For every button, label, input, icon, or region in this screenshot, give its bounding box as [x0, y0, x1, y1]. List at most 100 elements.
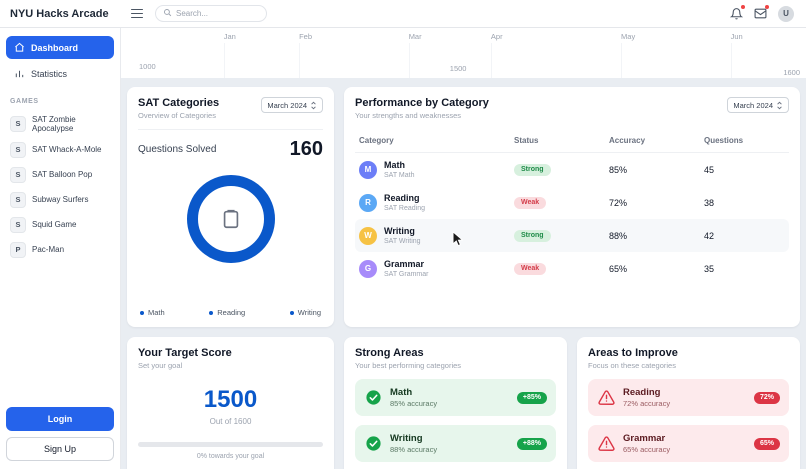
- performance-table: Category Status Accuracy Questions M Mat…: [355, 130, 789, 285]
- chevron-updown-icon: [311, 101, 316, 109]
- status-badge: Strong: [514, 163, 551, 176]
- questions-solved-value: 160: [289, 138, 323, 160]
- chevron-updown-icon: [777, 101, 782, 109]
- target-progress-bar: [138, 442, 323, 447]
- sidebar-item-squid-game[interactable]: S Squid Game: [6, 212, 114, 237]
- table-row: G Grammar SAT Grammar Weak 65% 35: [355, 252, 789, 285]
- period-select[interactable]: March 2024: [261, 97, 323, 113]
- game-label: SAT Balloon Pop: [32, 170, 93, 179]
- sidebar-item-dashboard[interactable]: Dashboard: [6, 36, 114, 59]
- card-title: Your Target Score: [138, 347, 232, 359]
- notifications-button[interactable]: [729, 5, 745, 20]
- axis-tick: Jan: [223, 32, 236, 41]
- sidebar-item-sat-balloon-pop[interactable]: S SAT Balloon Pop: [6, 162, 114, 187]
- home-icon: [15, 42, 24, 52]
- signup-button[interactable]: Sign Up: [6, 437, 114, 461]
- game-label: Pac-Man: [32, 245, 65, 254]
- main-content: Jan Feb Mar Apr May Jun 1000 1500 1600 S…: [121, 28, 806, 469]
- table-row: M Math SAT Math Strong 85% 45: [355, 153, 789, 186]
- accuracy-badge: +88%: [516, 437, 547, 450]
- column-header: Category: [359, 136, 394, 145]
- axis-tick: May: [621, 32, 636, 41]
- improve-areas-card: Areas to Improve Focus on these categori…: [577, 337, 800, 469]
- sidebar-item-pac-man[interactable]: P Pac-Man: [6, 237, 114, 262]
- login-button[interactable]: Login: [6, 407, 114, 431]
- axis-tick: Jun: [730, 32, 743, 41]
- column-header: Questions: [704, 136, 744, 145]
- performance-card: Performance by Category Your strengths a…: [344, 87, 800, 327]
- chart-value: 1500: [449, 64, 467, 73]
- sidebar-item-statistics[interactable]: Statistics: [6, 62, 114, 85]
- donut-legend: Math Reading Writing: [138, 308, 323, 317]
- card-title: Areas to Improve: [588, 347, 678, 359]
- score-chart-partial: Jan Feb Mar Apr May Jun 1000 1500 1600: [121, 28, 806, 78]
- sidebar-item-sat-zombie-apocalypse[interactable]: S SAT Zombie Apocalypse: [6, 110, 114, 137]
- topbar: NYU Hacks Arcade U: [0, 0, 806, 28]
- status-badge: Strong: [514, 229, 551, 242]
- status-badge: Weak: [514, 196, 547, 209]
- axis-tick: Feb: [299, 32, 313, 41]
- category-avatar: W: [359, 226, 377, 245]
- improve-area-item: Grammar 65% accuracy 65%: [588, 425, 789, 462]
- legend-item: Writing: [289, 308, 321, 317]
- accuracy-badge: 72%: [753, 391, 780, 404]
- card-subtitle: Set your goal: [138, 361, 183, 370]
- search-icon: [163, 8, 172, 20]
- game-tile-icon: S: [10, 216, 26, 233]
- app-title: NYU Hacks Arcade: [10, 7, 109, 20]
- accuracy-badge: 65%: [753, 437, 780, 450]
- sidebar-item-subway-surfers[interactable]: S Subway Surfers: [6, 187, 114, 212]
- strong-area-item: Math 85% accuracy +85%: [355, 379, 556, 416]
- target-progress-caption: 0% towards your goal: [196, 453, 265, 460]
- chart-value: 1600: [783, 68, 800, 77]
- game-tile-icon: S: [10, 115, 26, 132]
- card-subtitle: Focus on these categories: [588, 361, 676, 370]
- target-score-value: 1500: [203, 386, 258, 413]
- axis-tick: Mar: [408, 32, 422, 41]
- axis-tick: Apr: [490, 32, 503, 41]
- card-subtitle: Your strengths and weaknesses: [355, 111, 462, 120]
- game-tile-icon: S: [10, 141, 26, 158]
- messages-button[interactable]: [754, 5, 769, 20]
- table-row: R Reading SAT Reading Weak 72% 38: [355, 186, 789, 219]
- game-tile-icon: S: [10, 166, 26, 183]
- notification-dot: [741, 5, 745, 9]
- notification-dot: [765, 5, 769, 9]
- sidebar-item-label: Dashboard: [31, 42, 79, 53]
- table-row: W Writing SAT Writing Strong 88% 42: [355, 219, 789, 252]
- card-title: Performance by Category: [355, 97, 489, 109]
- card-title: SAT Categories: [138, 97, 220, 109]
- accuracy-badge: +85%: [516, 391, 547, 404]
- category-avatar: G: [359, 259, 377, 278]
- user-avatar[interactable]: U: [778, 5, 794, 22]
- legend-dot: [140, 310, 144, 315]
- warning-triangle-icon: [597, 389, 615, 407]
- search-input[interactable]: [176, 9, 256, 18]
- chart-value: 1000: [139, 62, 156, 71]
- games-section-heading: GAMES: [10, 98, 39, 105]
- game-label: Squid Game: [32, 220, 77, 229]
- menu-icon[interactable]: [131, 8, 143, 19]
- game-label: Subway Surfers: [32, 195, 89, 204]
- card-title: Strong Areas: [355, 347, 424, 359]
- sat-categories-card: SAT Categories Overview of Categories Ma…: [127, 87, 334, 327]
- mail-icon: [754, 8, 767, 19]
- table-header-row: Category Status Accuracy Questions: [355, 130, 789, 153]
- card-subtitle: Your best performing categories: [355, 361, 462, 370]
- improve-area-item: Reading 72% accuracy 72%: [588, 379, 789, 416]
- game-label: SAT Whack-A-Mole: [32, 145, 102, 154]
- card-subtitle: Overview of Categories: [138, 111, 216, 120]
- category-avatar: R: [359, 193, 377, 212]
- target-score-max: Out of 1600: [209, 417, 252, 426]
- search-box[interactable]: [155, 5, 267, 22]
- column-header: Status: [514, 136, 539, 145]
- strong-area-item: Writing 88% accuracy +88%: [355, 425, 556, 462]
- brand-zone: NYU Hacks Arcade: [0, 8, 121, 20]
- period-select[interactable]: March 2024: [727, 97, 789, 113]
- sidebar-item-sat-whack-a-mole[interactable]: S SAT Whack-A-Mole: [6, 137, 114, 162]
- sidebar: Dashboard Statistics GAMES S SAT Zombie …: [0, 28, 121, 469]
- check-circle-icon: [364, 389, 382, 407]
- questions-solved-label: Questions Solved: [138, 144, 217, 155]
- legend-dot: [289, 310, 294, 315]
- warning-triangle-icon: [597, 435, 615, 453]
